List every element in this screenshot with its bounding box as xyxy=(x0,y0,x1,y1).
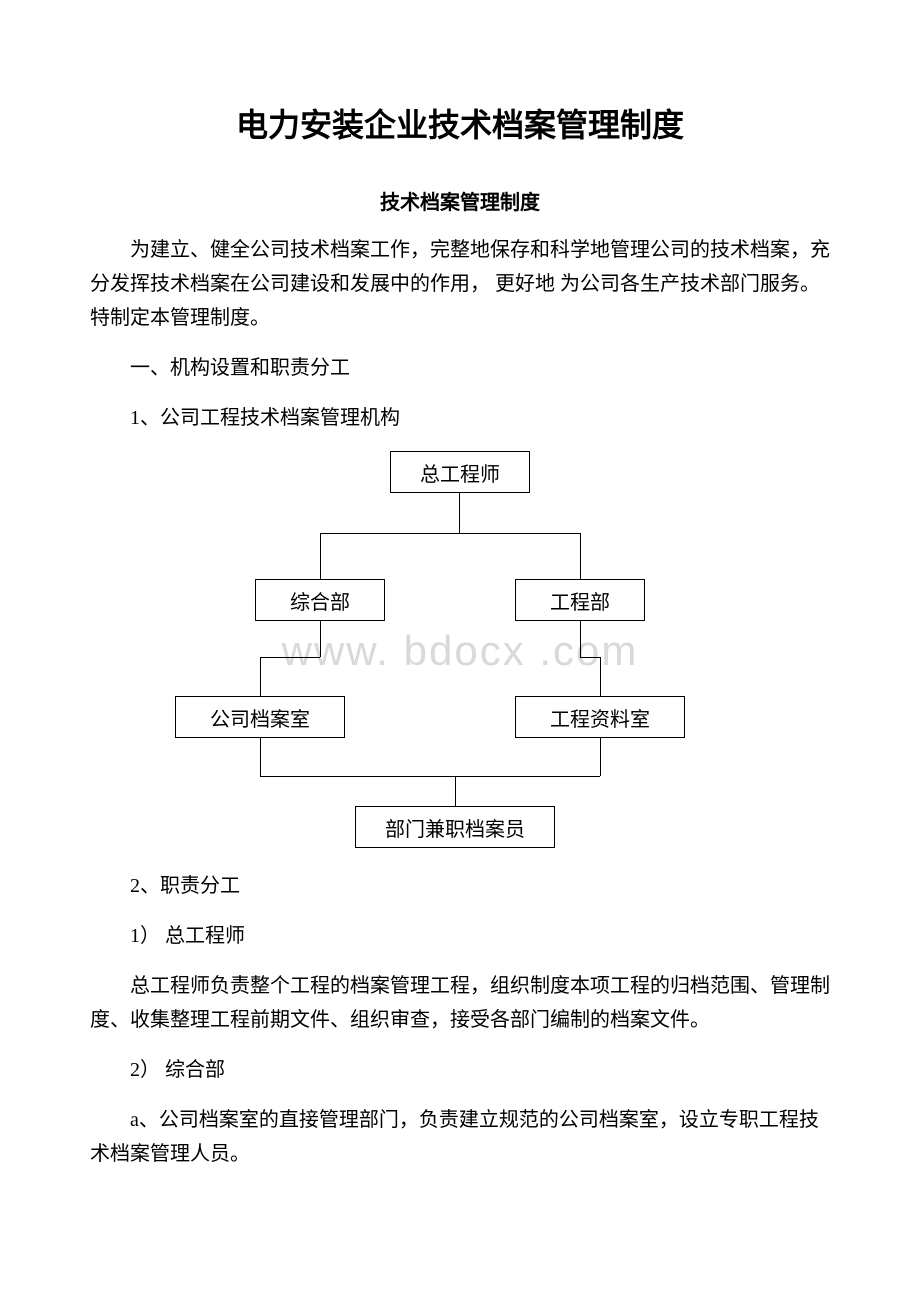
edge xyxy=(600,657,601,696)
node-left2: 公司档案室 xyxy=(175,696,345,738)
edge xyxy=(260,657,320,658)
document-subtitle: 技术档案管理制度 xyxy=(90,186,830,215)
edge xyxy=(455,776,456,806)
node-right1: 工程部 xyxy=(515,579,645,621)
edge xyxy=(260,776,455,777)
sub-1-text: 总工程师负责整个工程的档案管理工程，组织制度本项工程的归档范围、管理制度、收集整… xyxy=(90,969,830,1037)
section-1-heading: 一、机构设置和职责分工 xyxy=(90,351,830,385)
edge xyxy=(600,738,601,776)
sub-2-label: 2） 综合部 xyxy=(90,1053,830,1087)
sub-1-label: 1） 总工程师 xyxy=(90,919,830,953)
edge xyxy=(580,533,581,579)
sub-2-text: a、公司档案室的直接管理部门，负责建立规范的公司档案室，设立专职工程技术档案管理… xyxy=(90,1103,830,1171)
node-left1: 综合部 xyxy=(255,579,385,621)
edge xyxy=(260,738,261,776)
edge xyxy=(260,657,261,696)
watermark-text: www. bdocx .com xyxy=(282,627,639,675)
node-root: 总工程师 xyxy=(390,451,530,493)
document-title: 电力安装企业技术档案管理制度 xyxy=(90,100,830,146)
edge xyxy=(580,657,600,658)
org-chart: www. bdocx .com 总工程师 综合部 工程部 公司档案室 工程资料室… xyxy=(175,451,745,851)
edge xyxy=(320,533,580,534)
item-2: 2、职责分工 xyxy=(90,869,830,903)
node-right2: 工程资料室 xyxy=(515,696,685,738)
edge xyxy=(320,533,321,579)
node-bottom: 部门兼职档案员 xyxy=(355,806,555,848)
edge xyxy=(455,776,600,777)
item-1: 1、公司工程技术档案管理机构 xyxy=(90,401,830,435)
edge xyxy=(459,493,460,533)
edge xyxy=(320,621,321,657)
intro-paragraph: 为建立、健全公司技术档案工作，完整地保存和科学地管理公司的技术档案，充分发挥技术… xyxy=(90,233,830,335)
edge xyxy=(580,621,581,657)
